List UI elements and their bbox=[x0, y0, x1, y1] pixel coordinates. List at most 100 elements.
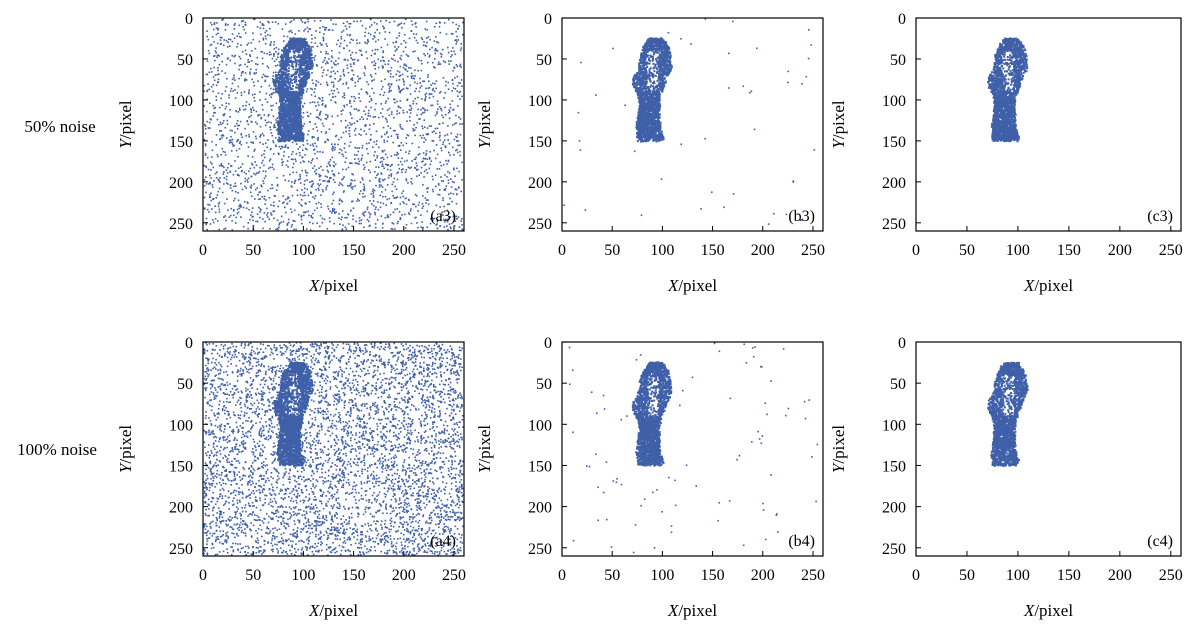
data-point bbox=[375, 40, 377, 43]
data-point bbox=[361, 116, 363, 118]
data-point bbox=[427, 87, 430, 90]
data-point bbox=[236, 208, 239, 211]
data-point bbox=[283, 120, 286, 123]
data-point bbox=[297, 108, 300, 111]
data-point bbox=[223, 202, 226, 205]
data-point bbox=[225, 102, 228, 104]
data-point bbox=[300, 83, 303, 86]
data-point bbox=[275, 145, 277, 148]
data-point bbox=[282, 102, 285, 105]
data-point bbox=[367, 83, 370, 86]
data-point bbox=[378, 146, 380, 149]
data-point bbox=[342, 29, 345, 32]
data-point bbox=[459, 123, 461, 125]
data-point bbox=[402, 201, 404, 203]
data-point bbox=[461, 123, 463, 125]
data-point bbox=[296, 194, 299, 197]
data-point bbox=[302, 75, 305, 78]
data-point bbox=[300, 68, 303, 71]
data-point bbox=[277, 88, 280, 91]
data-point bbox=[284, 65, 287, 68]
data-point bbox=[297, 97, 300, 100]
data-point bbox=[263, 153, 265, 155]
data-point bbox=[332, 123, 334, 125]
data-point bbox=[332, 199, 335, 202]
data-point bbox=[277, 52, 280, 55]
data-point bbox=[286, 126, 289, 129]
data-point bbox=[284, 96, 287, 98]
data-point bbox=[327, 139, 330, 142]
data-point bbox=[264, 175, 267, 177]
data-point bbox=[345, 228, 348, 230]
data-point bbox=[283, 87, 286, 90]
data-point bbox=[204, 143, 207, 145]
data-point bbox=[404, 68, 406, 70]
data-point bbox=[656, 56, 659, 59]
data-point bbox=[267, 75, 269, 78]
data-point bbox=[452, 146, 454, 149]
data-point bbox=[434, 114, 437, 117]
data-point bbox=[340, 113, 343, 116]
data-point bbox=[378, 180, 380, 182]
data-point bbox=[410, 72, 413, 75]
data-point bbox=[432, 87, 434, 90]
data-point bbox=[419, 77, 421, 80]
data-point bbox=[358, 217, 361, 219]
data-point bbox=[298, 84, 301, 87]
data-point bbox=[237, 173, 239, 176]
data-point bbox=[401, 27, 403, 29]
data-point bbox=[381, 149, 384, 152]
data-point bbox=[284, 58, 287, 61]
data-point bbox=[449, 106, 452, 109]
data-point bbox=[431, 217, 433, 219]
data-point bbox=[456, 133, 459, 136]
data-point bbox=[648, 57, 651, 60]
data-point bbox=[276, 185, 279, 187]
data-point bbox=[295, 46, 298, 49]
data-point bbox=[273, 60, 276, 62]
data-point bbox=[244, 21, 247, 24]
data-point bbox=[281, 146, 284, 149]
data-point bbox=[459, 144, 461, 146]
data-point bbox=[320, 206, 323, 209]
data-point bbox=[219, 138, 221, 140]
data-point bbox=[302, 63, 305, 66]
data-point bbox=[222, 18, 224, 21]
data-point bbox=[285, 75, 287, 78]
data-point bbox=[303, 50, 305, 53]
data-point bbox=[442, 214, 444, 217]
data-point bbox=[374, 208, 377, 210]
data-point bbox=[285, 51, 288, 54]
data-point bbox=[316, 207, 319, 209]
data-point bbox=[329, 177, 331, 179]
data-point bbox=[452, 82, 454, 85]
data-point bbox=[300, 44, 303, 47]
data-point bbox=[362, 213, 365, 216]
data-point bbox=[288, 111, 291, 114]
data-point bbox=[360, 88, 363, 91]
data-point bbox=[384, 188, 387, 191]
data-point bbox=[405, 224, 408, 226]
data-point bbox=[275, 74, 278, 77]
data-point bbox=[296, 103, 299, 106]
data-point bbox=[358, 42, 361, 44]
data-point bbox=[322, 99, 324, 102]
data-point bbox=[322, 39, 325, 42]
data-point bbox=[288, 100, 291, 103]
data-point bbox=[373, 60, 376, 63]
data-point bbox=[397, 171, 399, 173]
data-point bbox=[285, 69, 288, 71]
data-point bbox=[279, 64, 282, 67]
data-point bbox=[295, 41, 298, 44]
data-point bbox=[240, 134, 243, 136]
data-point bbox=[360, 157, 363, 160]
data-point bbox=[317, 183, 319, 185]
data-point bbox=[286, 85, 289, 88]
data-point bbox=[223, 119, 225, 122]
data-point bbox=[335, 64, 337, 66]
data-point bbox=[238, 205, 240, 207]
data-point bbox=[320, 131, 323, 133]
data-point bbox=[381, 227, 384, 229]
data-point bbox=[360, 53, 363, 56]
data-point bbox=[456, 35, 458, 38]
